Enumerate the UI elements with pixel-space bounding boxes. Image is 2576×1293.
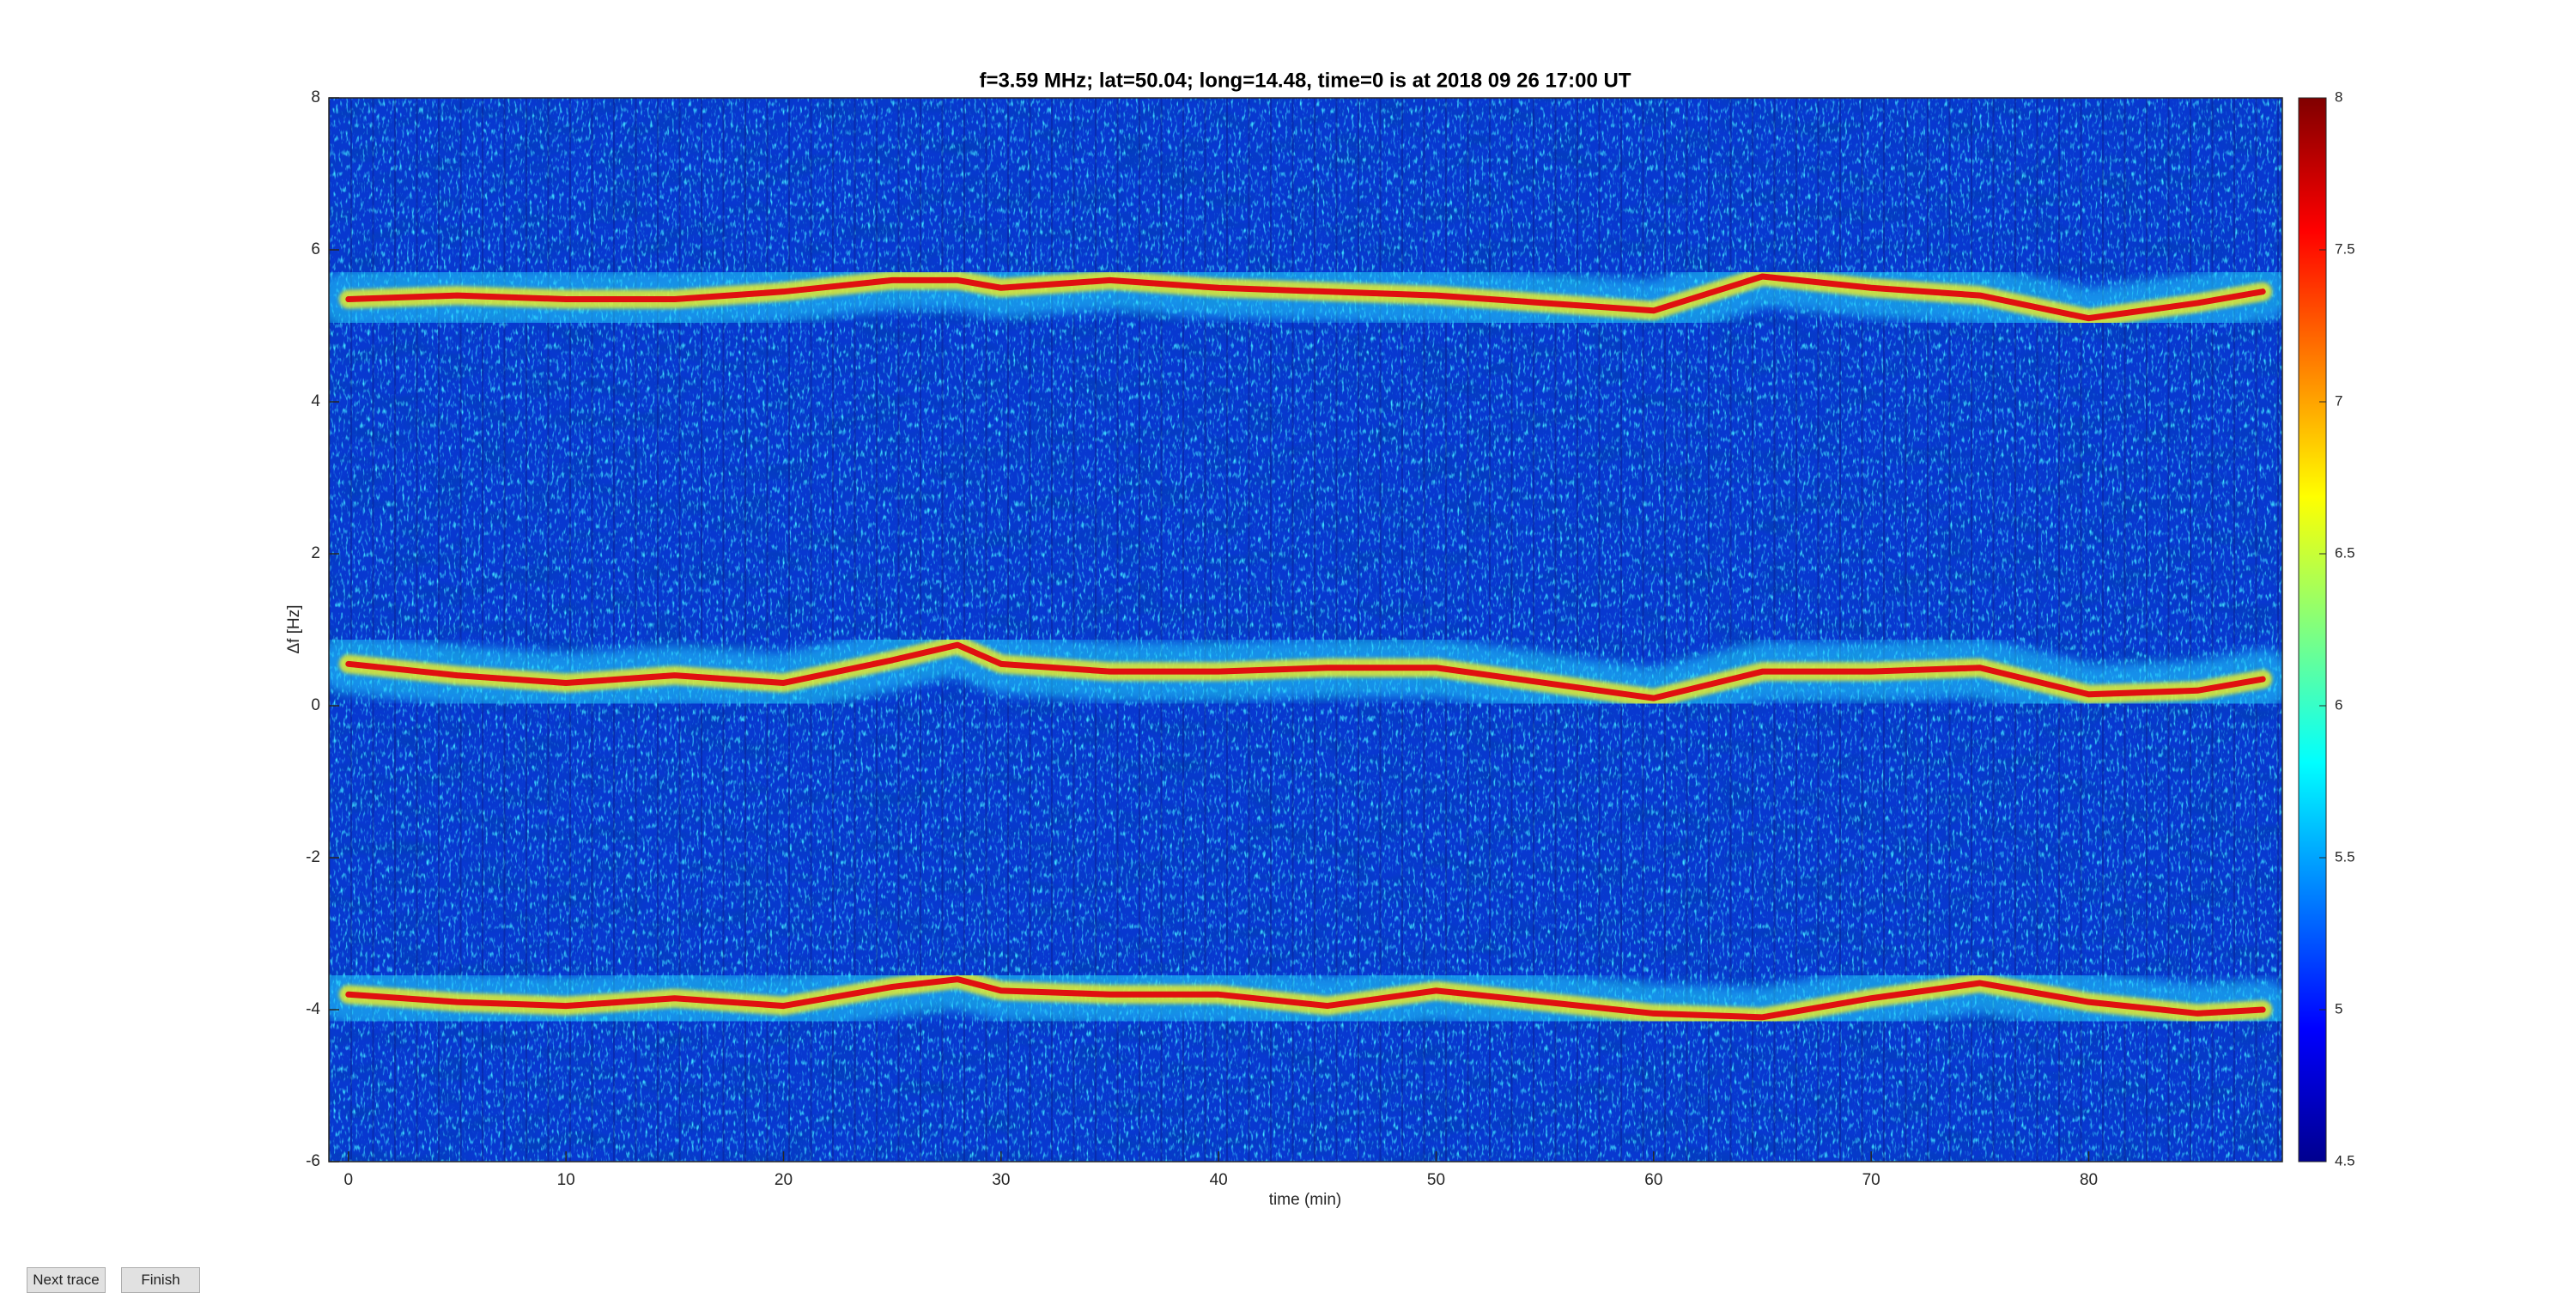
colorbar-tick-label: 8 xyxy=(2335,88,2342,105)
x-tick-label: 50 xyxy=(1427,1171,1445,1189)
y-tick-label: 8 xyxy=(311,88,320,106)
colorbar xyxy=(2298,97,2327,1162)
x-tick-label: 70 xyxy=(1862,1171,1880,1189)
y-tick-label: -6 xyxy=(306,1152,320,1170)
y-tick-label: 6 xyxy=(311,240,320,258)
x-tick-label: 30 xyxy=(992,1171,1010,1189)
colorbar-tick-label: 5 xyxy=(2335,1000,2342,1017)
y-tick-label: 4 xyxy=(311,392,320,410)
x-tick-label: 80 xyxy=(2080,1171,2098,1189)
y-tick-label: 2 xyxy=(311,544,320,562)
x-tick-label: 10 xyxy=(557,1171,575,1189)
colorbar-tick-label: 5.5 xyxy=(2335,848,2355,865)
colorbar-tick-label: 4.5 xyxy=(2335,1152,2355,1169)
plot-frame xyxy=(328,97,2283,1162)
y-axis-label: Δf [Hz] xyxy=(285,604,303,653)
figure: f=3.59 MHz; lat=50.04; long=14.48, time=… xyxy=(285,69,2355,1209)
plot-area xyxy=(329,98,2282,1162)
colorbar-tick-label: 7 xyxy=(2335,392,2342,409)
x-tick-label: 40 xyxy=(1210,1171,1228,1189)
trace-core xyxy=(345,641,2266,701)
trace-core xyxy=(345,976,2266,1021)
x-axis-label: time (min) xyxy=(1269,1191,1341,1209)
colorbar-tick-label: 6 xyxy=(2335,696,2342,713)
y-tick-label: -4 xyxy=(306,1000,320,1018)
next-trace-button[interactable]: Next trace xyxy=(27,1267,106,1293)
y-tick-label: -2 xyxy=(306,848,320,866)
traces xyxy=(329,246,2282,1047)
finish-button[interactable]: Finish xyxy=(121,1267,200,1293)
colorbar-tick-label: 7.5 xyxy=(2335,240,2355,257)
chart-title: f=3.59 MHz; lat=50.04; long=14.48, time=… xyxy=(979,69,1631,92)
trace-core xyxy=(345,273,2266,322)
y-tick-label: 0 xyxy=(311,696,320,714)
x-tick-label: 0 xyxy=(344,1171,354,1189)
x-tick-label: 60 xyxy=(1644,1171,1662,1189)
colorbar-tick-label: 6.5 xyxy=(2335,544,2355,561)
x-tick-label: 20 xyxy=(775,1171,793,1189)
